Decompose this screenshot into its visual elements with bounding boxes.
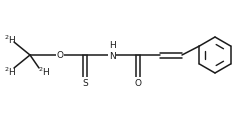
Text: $\mathregular{^{2}H}$: $\mathregular{^{2}H}$ <box>4 65 16 78</box>
Text: O: O <box>56 51 64 60</box>
Text: S: S <box>82 78 88 87</box>
Text: $\mathregular{^{2}H}$: $\mathregular{^{2}H}$ <box>4 33 16 46</box>
Text: O: O <box>134 78 141 87</box>
Text: $\mathregular{^{2}H}$: $\mathregular{^{2}H}$ <box>38 65 50 78</box>
Text: H: H <box>109 41 116 50</box>
Text: N: N <box>109 52 116 61</box>
